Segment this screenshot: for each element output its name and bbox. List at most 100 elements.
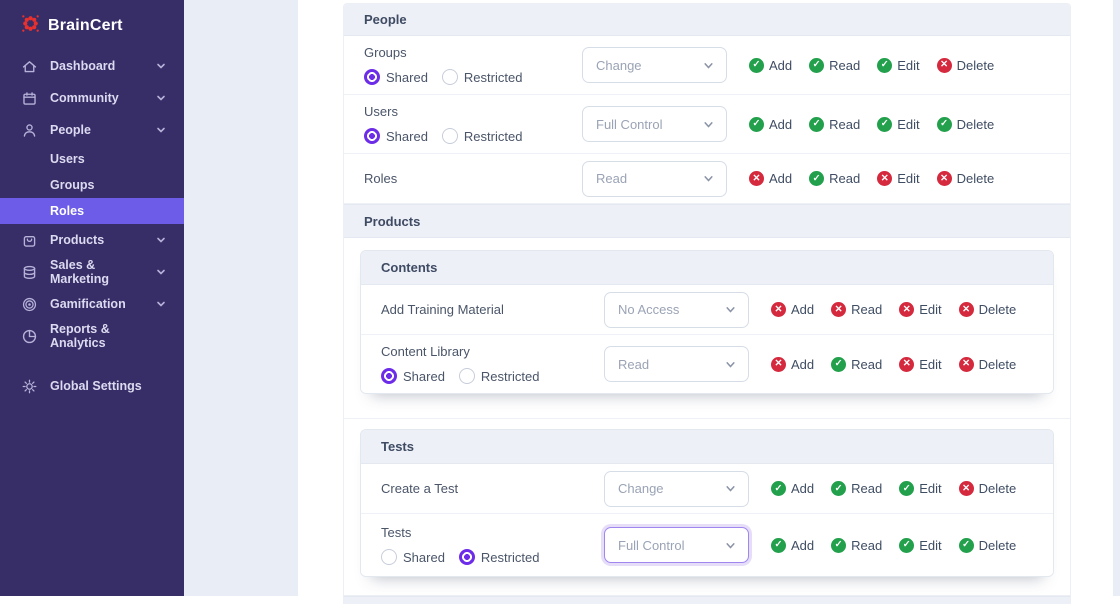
permission-level-select[interactable]: Read: [582, 160, 727, 197]
permission-row-label: Groups: [364, 45, 407, 60]
sidebar-item-community[interactable]: Community: [0, 82, 184, 114]
perm-read-badge: Read: [809, 171, 860, 186]
chevron-down-icon: [156, 299, 166, 309]
section-title: Products: [364, 213, 421, 229]
perm-label: Read: [851, 356, 883, 372]
permission-level-select[interactable]: Full Control: [604, 527, 749, 563]
shared-radio-option[interactable]: Shared: [381, 549, 445, 565]
perm-state-icon: [899, 481, 915, 496]
radio-icon[interactable]: [458, 368, 475, 384]
perm-read-badge: Read: [809, 116, 860, 132]
sidebar-item-products[interactable]: Products: [0, 224, 184, 256]
permission-row-content-library: Content Library Shared Restricted: [361, 335, 1053, 393]
permission-row-label: Create a Test: [381, 481, 459, 496]
sidebar-item-gamification[interactable]: Gamification: [0, 288, 184, 320]
sidebar-item-users[interactable]: Users: [50, 152, 85, 166]
perm-state-icon: [936, 116, 952, 132]
perm-state-icon: [809, 116, 825, 132]
perm-label: Add: [791, 537, 815, 553]
perm-add-badge: Add: [749, 171, 792, 186]
perm-badges: Add Read Edit Delete: [749, 481, 1043, 496]
subsection-card-tests: Tests Create a Test Change Add: [360, 429, 1054, 577]
permission-row-create-a-test: Create a Test Change Add Read Edit Delet…: [361, 464, 1053, 514]
nav-group-gap: [0, 352, 184, 370]
bag-icon: [21, 232, 38, 249]
restricted-radio-option[interactable]: Restricted: [441, 128, 523, 144]
sidebar-item-sales-marketing[interactable]: Sales & Marketing: [0, 256, 184, 288]
perm-edit-badge: Edit: [899, 356, 942, 372]
subsection-header-contents: Contents: [361, 251, 1053, 285]
permission-level-select[interactable]: Change: [582, 47, 727, 83]
perm-label: Add: [791, 356, 815, 372]
perm-state-icon: [958, 356, 974, 372]
perm-label: Edit: [897, 171, 920, 186]
permission-row-label: Content Library: [381, 344, 470, 359]
perm-state-icon: [958, 481, 974, 496]
perm-label: Read: [851, 481, 883, 496]
perm-edit-badge: Edit: [877, 171, 920, 186]
perm-state-icon: [877, 116, 893, 132]
perm-label: Delete: [978, 481, 1017, 496]
radio-icon[interactable]: [441, 69, 458, 85]
permission-level-select[interactable]: No Access: [604, 291, 749, 328]
perm-state-icon: [831, 537, 847, 553]
perm-delete-badge: Delete: [958, 356, 1016, 372]
perm-label: Add: [769, 171, 793, 186]
perm-state-icon: [899, 356, 915, 372]
sidebar-item-people[interactable]: People: [0, 114, 184, 146]
sidebar-item-roles[interactable]: Roles: [0, 198, 184, 224]
select-value: No Access: [618, 302, 680, 317]
perm-state-icon: [831, 481, 847, 496]
perm-add-badge: Add: [771, 537, 815, 553]
permission-level-select[interactable]: Change: [604, 470, 749, 507]
permission-row-groups: Groups Shared Restricted: [344, 36, 1070, 95]
perm-delete-badge: Delete: [958, 302, 1016, 317]
permission-row-label: Users: [364, 104, 398, 119]
perm-label: Add: [769, 57, 793, 73]
sidebar-item-groups[interactable]: Groups: [50, 178, 95, 192]
restricted-radio-option[interactable]: Restricted: [441, 69, 522, 85]
share-mode-radios: Shared Restricted: [364, 128, 582, 144]
chevron-down-icon: [725, 304, 736, 315]
select-value: Read: [618, 356, 650, 372]
permission-row-users: Users Shared Restricted: [344, 95, 1070, 154]
radio-icon[interactable]: [381, 549, 397, 565]
radio-label: Restricted: [463, 128, 523, 144]
shared-radio-option[interactable]: Shared: [364, 69, 428, 85]
radio-label: Shared: [403, 368, 445, 384]
perm-add-badge: Add: [749, 57, 793, 73]
gear-icon: [21, 378, 38, 395]
perm-delete-badge: Delete: [936, 116, 995, 132]
sidebar-item-dashboard[interactable]: Dashboard: [0, 50, 184, 82]
perm-label: Read: [829, 171, 861, 186]
brand-logo[interactable]: BrainCert: [0, 0, 184, 40]
perm-label: Edit: [919, 302, 942, 317]
permission-level-select[interactable]: Full Control: [582, 106, 727, 142]
radio-icon[interactable]: [364, 69, 380, 85]
home-icon: [21, 58, 38, 75]
permission-row-add-training-material: Add Training Material No Access Add Read…: [361, 285, 1053, 335]
radio-icon[interactable]: [458, 549, 475, 565]
perm-add-badge: Add: [771, 356, 815, 372]
sidebar-item-global-settings[interactable]: Global Settings: [0, 370, 184, 402]
restricted-radio-option[interactable]: Restricted: [458, 368, 539, 384]
perm-read-badge: Read: [831, 356, 883, 372]
radio-icon[interactable]: [364, 128, 380, 144]
permission-level-select[interactable]: Read: [604, 346, 749, 382]
radio-icon[interactable]: [381, 368, 397, 384]
sidebar-item-reports-analytics[interactable]: Reports & Analytics: [0, 320, 184, 352]
perm-label: Delete: [956, 57, 995, 73]
chevron-down-icon: [156, 61, 166, 71]
perm-label: Read: [829, 57, 861, 73]
perm-badges: Add Read Edit Delete: [727, 171, 1060, 186]
restricted-radio-option[interactable]: Restricted: [458, 549, 539, 565]
shared-radio-option[interactable]: Shared: [364, 128, 428, 144]
section-header-products: Products: [344, 204, 1070, 238]
radio-icon[interactable]: [441, 128, 458, 144]
perm-read-badge: Read: [831, 302, 882, 317]
perm-label: Delete: [956, 116, 995, 132]
shared-radio-option[interactable]: Shared: [381, 368, 445, 384]
pie-chart-icon: [21, 328, 38, 345]
subsection-card-contents: Contents Add Training Material No Access: [360, 250, 1054, 394]
perm-state-icon: [749, 57, 764, 73]
